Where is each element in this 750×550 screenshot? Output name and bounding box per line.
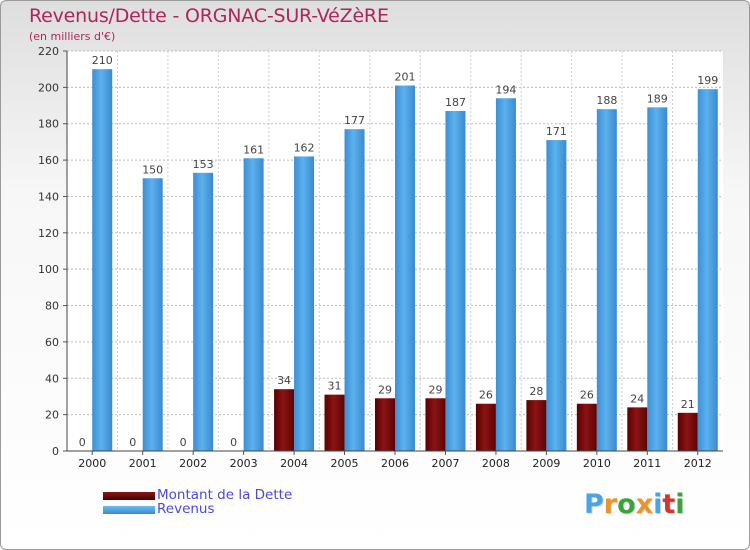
data-label-revenue: 194	[495, 83, 516, 96]
bar-debt	[677, 412, 698, 451]
x-tick-label: 2010	[583, 457, 611, 470]
bar-debt	[576, 403, 597, 451]
data-label-debt: 29	[378, 383, 392, 396]
y-tick-label: 160	[38, 154, 59, 167]
y-tick-label: 100	[38, 263, 59, 276]
x-tick-label: 2002	[179, 457, 207, 470]
x-tick-label: 2003	[230, 457, 258, 470]
bar-revenue	[647, 107, 668, 451]
data-label-debt: 0	[230, 436, 237, 449]
x-tick-label: 2000	[78, 457, 106, 470]
data-label-revenue: 201	[395, 71, 416, 84]
bar-revenue	[193, 172, 214, 451]
bar-debt	[627, 407, 648, 451]
data-label-revenue: 153	[193, 158, 214, 171]
x-tick-label: 2012	[684, 457, 712, 470]
data-label-debt: 31	[328, 380, 342, 393]
bar-debt	[475, 403, 496, 451]
data-label-debt: 26	[580, 389, 594, 402]
legend-swatch-revenue	[103, 506, 155, 514]
legend-label-debt: Montant de la Dette	[157, 487, 293, 503]
bar-debt	[274, 389, 295, 451]
y-tick-label: 80	[45, 300, 59, 313]
bar-revenue	[92, 69, 113, 451]
x-tick-label: 2009	[532, 457, 560, 470]
data-label-revenue: 199	[697, 74, 718, 87]
data-label-debt: 0	[180, 436, 187, 449]
proxiti-logo: Proxiti	[584, 489, 685, 520]
bar-revenue	[142, 178, 163, 452]
data-label-debt: 29	[428, 383, 442, 396]
bar-revenue	[294, 156, 315, 452]
bar-revenue	[546, 140, 567, 451]
x-tick-label: 2011	[633, 457, 661, 470]
data-label-revenue: 188	[596, 94, 617, 107]
legend-label-revenue: Revenus	[157, 501, 215, 517]
y-tick-label: 120	[38, 227, 59, 240]
data-label-revenue: 210	[92, 54, 113, 67]
x-tick-label: 2006	[381, 457, 409, 470]
y-tick-label: 140	[38, 190, 59, 203]
bar-revenue	[596, 109, 617, 451]
y-tick-label: 60	[45, 336, 59, 349]
chart-subtitle: (en milliers d'€)	[29, 30, 116, 43]
y-tick-label: 0	[52, 445, 59, 458]
x-tick-label: 2001	[129, 457, 157, 470]
data-label-debt: 21	[681, 398, 695, 411]
y-tick-label: 20	[45, 409, 59, 422]
data-label-revenue: 161	[243, 143, 264, 156]
y-tick-label: 180	[38, 118, 59, 131]
y-tick-label: 220	[38, 45, 59, 58]
bar-revenue	[395, 85, 415, 451]
bar-revenue	[445, 111, 466, 451]
data-label-debt: 24	[630, 392, 644, 405]
data-label-revenue: 162	[294, 141, 315, 154]
x-tick-label: 2005	[331, 457, 359, 470]
chart-title: Revenus/Dette - ORGNAC-SUR-VéZèRE	[29, 5, 389, 27]
data-label-revenue: 187	[445, 96, 466, 109]
bar-debt	[375, 398, 395, 451]
bar-revenue	[243, 158, 264, 452]
bar-revenue	[495, 98, 516, 451]
bar-debt	[324, 394, 345, 451]
bar-debt	[526, 400, 547, 451]
bar-revenue	[697, 89, 718, 451]
data-label-revenue: 171	[546, 125, 567, 138]
y-tick-label: 200	[38, 81, 59, 94]
data-label-debt: 0	[79, 436, 86, 449]
x-tick-label: 2008	[482, 457, 510, 470]
data-label-revenue: 177	[344, 114, 365, 127]
legend-swatch-debt	[103, 492, 155, 500]
data-label-revenue: 189	[647, 92, 668, 105]
data-label-debt: 28	[529, 385, 543, 398]
bar-revenue	[344, 129, 365, 451]
x-tick-label: 2007	[431, 457, 459, 470]
x-tick-label: 2004	[280, 457, 308, 470]
data-label-debt: 34	[277, 374, 291, 387]
y-tick-label: 40	[45, 372, 59, 385]
data-label-revenue: 150	[142, 163, 163, 176]
data-label-debt: 26	[479, 389, 493, 402]
data-label-debt: 0	[129, 436, 136, 449]
bar-debt	[425, 398, 446, 451]
